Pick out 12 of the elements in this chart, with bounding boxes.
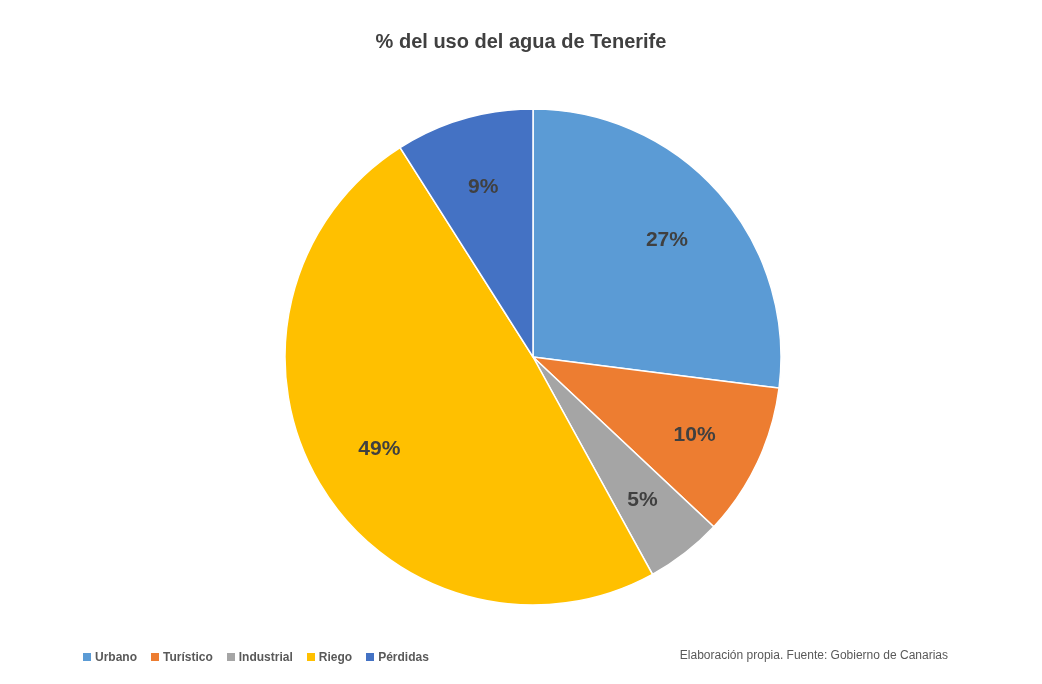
legend-label: Turístico [162,650,213,664]
data-label: 49% [358,436,401,460]
legend-label: Pérdidas [377,650,429,664]
legend-label: Urbano [94,650,137,664]
data-label: 10% [673,421,716,445]
data-label: 27% [645,227,689,251]
legend-label: Industrial [237,650,293,664]
text: Elaboración propia. Fuente: Gobierno de Canarias [679,648,948,662]
data-label: 9% [468,174,499,198]
data-label: 5% [627,486,658,510]
legend-label: Riego [317,650,353,664]
chart-title: % del uso del agua de Tenerife [374,30,668,53]
